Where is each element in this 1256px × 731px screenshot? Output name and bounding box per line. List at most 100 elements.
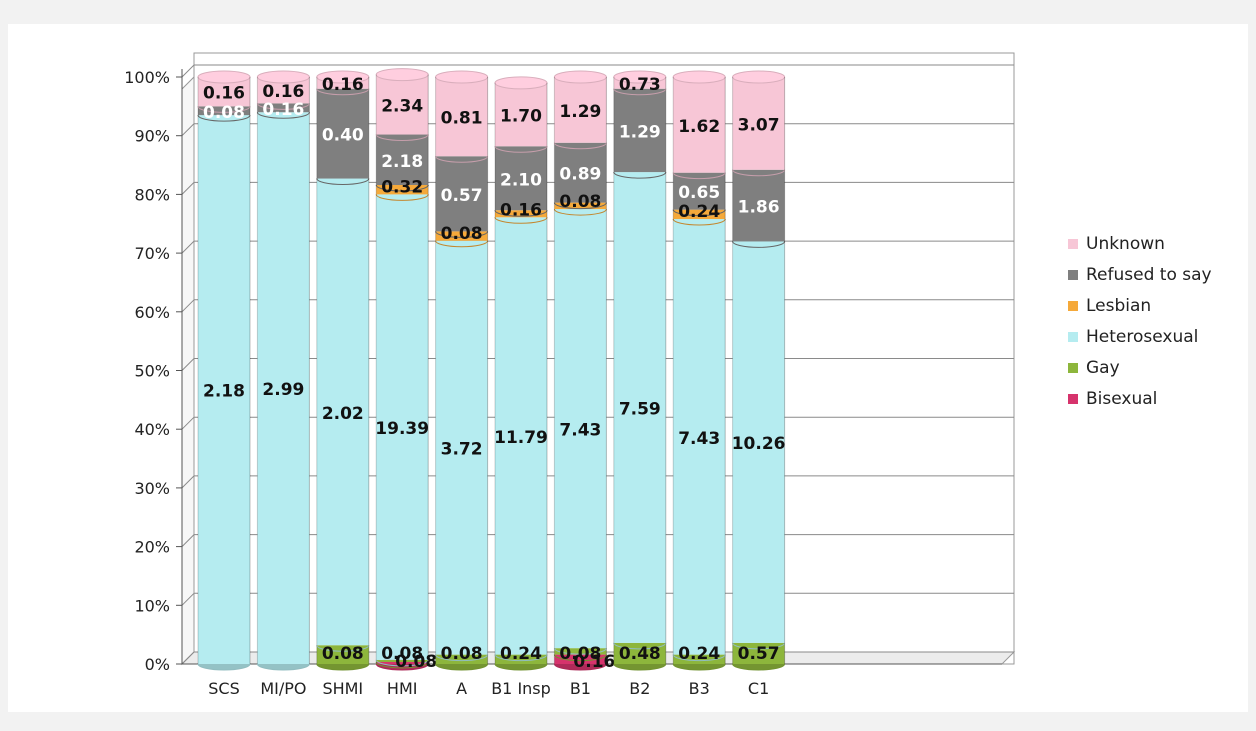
bar-segment-b3-heterosexual bbox=[673, 219, 726, 655]
data-label-c1-refused-to-say: 1.86 bbox=[738, 198, 780, 218]
data-label-shmi-gay: 0.08 bbox=[322, 644, 364, 664]
data-label-scs-refused-to-say: 0.08 bbox=[203, 103, 245, 123]
segment-edge-hmi-refused-to-say bbox=[375, 184, 429, 192]
bar-top-cap-a bbox=[435, 70, 489, 84]
gridline-diagonal bbox=[181, 64, 195, 78]
bar-segment-hmi-lesbian bbox=[376, 185, 429, 195]
legend-swatch bbox=[1068, 331, 1078, 342]
segment-edge-hmi-gay bbox=[375, 661, 429, 669]
segment-edge-shmi-gay bbox=[316, 663, 370, 671]
segment-edge-a-unknown bbox=[435, 156, 489, 163]
data-label-a-gay: 0.08 bbox=[441, 644, 483, 664]
data-label-b3-refused-to-say: 0.65 bbox=[678, 183, 720, 203]
bar-segment-b1-refused-to-say bbox=[554, 142, 607, 203]
y-tick-label: 80% bbox=[134, 185, 170, 204]
data-label-b2-unknown: 0.73 bbox=[619, 75, 661, 95]
bar-segment-shmi-gay bbox=[316, 645, 369, 664]
bar-segment-hmi-gay bbox=[376, 659, 429, 662]
legend-item-unknown: Unknown bbox=[1068, 228, 1212, 259]
bar-segment-hmi-unknown bbox=[376, 74, 429, 135]
data-label-b1-insp-lesbian: 0.16 bbox=[500, 200, 542, 220]
segment-edge-b2-unknown bbox=[613, 88, 667, 96]
data-label-c1-unknown: 3.07 bbox=[738, 115, 780, 135]
segment-edge-a-lesbian bbox=[435, 240, 489, 248]
data-label-scs-unknown: 0.16 bbox=[203, 84, 245, 104]
bar-segment-b1-unknown bbox=[554, 77, 607, 143]
data-label-c1-gay: 0.57 bbox=[738, 644, 780, 664]
y-tick-label: 60% bbox=[134, 303, 170, 322]
gridline-diagonal bbox=[181, 123, 195, 137]
data-label-c1-heterosexual: 10.26 bbox=[732, 434, 786, 454]
segment-edge-b1-insp-refused-to-say bbox=[494, 210, 548, 217]
legend-label: Bisexual bbox=[1086, 388, 1158, 409]
y-tick-label: 0% bbox=[145, 655, 170, 674]
gridline-diagonal bbox=[181, 592, 195, 606]
segment-edge-mi-po-unknown bbox=[256, 103, 310, 110]
y-tick-label: 20% bbox=[134, 538, 170, 557]
bar-segment-hmi-refused-to-say bbox=[376, 134, 429, 186]
bar-segment-b2-refused-to-say bbox=[613, 88, 666, 173]
data-label-mi-po-heterosexual: 2.99 bbox=[262, 380, 304, 400]
data-label-b1-insp-refused-to-say: 2.10 bbox=[500, 170, 542, 190]
legend-label: Lesbian bbox=[1086, 295, 1152, 316]
x-tick-label: B1 Insp bbox=[491, 679, 551, 698]
legend-swatch bbox=[1068, 362, 1078, 373]
legend-item-gay: Gay bbox=[1068, 352, 1212, 383]
bar-segment-b3-unknown bbox=[673, 77, 726, 173]
bar-segment-b1-insp-unknown bbox=[495, 82, 547, 147]
data-label-b2-gay: 0.48 bbox=[619, 644, 661, 664]
data-label-b2-heterosexual: 7.59 bbox=[619, 399, 661, 419]
legend-swatch bbox=[1068, 238, 1078, 249]
x-tick-label: B2 bbox=[629, 679, 650, 698]
bar-segment-b1-insp-heterosexual bbox=[495, 217, 547, 655]
data-label-a-heterosexual: 3.72 bbox=[441, 440, 483, 460]
x-tick-label: A bbox=[456, 679, 467, 698]
data-label-b1-insp-unknown: 1.70 bbox=[500, 107, 542, 127]
legend-label: Unknown bbox=[1086, 233, 1165, 254]
bar-segment-b1-gay bbox=[554, 648, 607, 655]
bar-segment-b3-gay bbox=[673, 654, 726, 664]
x-tick-label: MI/PO bbox=[260, 679, 306, 698]
bar-segment-shmi-refused-to-say bbox=[316, 88, 369, 179]
bar-top-cap-shmi bbox=[316, 70, 370, 84]
x-tick-label: SCS bbox=[208, 679, 239, 698]
bar-segment-c1-unknown bbox=[732, 77, 785, 170]
data-label-hmi-unknown: 2.34 bbox=[381, 97, 423, 117]
data-label-scs-heterosexual: 2.18 bbox=[203, 382, 245, 402]
legend: Unknown Refused to say Lesbian Heterosexual… bbox=[1068, 228, 1212, 414]
bar-segment-b1-insp-gay bbox=[495, 654, 547, 664]
y-tick-label: 40% bbox=[134, 420, 170, 439]
data-label-a-refused-to-say: 0.57 bbox=[441, 186, 483, 206]
data-label-b1-lesbian: 0.08 bbox=[559, 192, 601, 212]
bar-top-cap-c1 bbox=[732, 70, 786, 84]
segment-edge-c1-unknown bbox=[732, 169, 786, 177]
y-tick-label: 100% bbox=[124, 68, 170, 87]
data-label-hmi-bisexual: 0.08 bbox=[395, 652, 437, 672]
data-label-b1-insp-gay: 0.24 bbox=[500, 644, 542, 664]
bar-segment-hmi-bisexual bbox=[376, 661, 429, 664]
bar-segment-scs-heterosexual bbox=[198, 115, 250, 664]
segment-edge-b2-heterosexual bbox=[613, 642, 667, 650]
segment-edge-b3-refused-to-say bbox=[672, 209, 726, 217]
x-tick-label: C1 bbox=[748, 679, 769, 698]
y-tick-label: 50% bbox=[134, 362, 170, 381]
data-label-mi-po-refused-to-say: 0.16 bbox=[262, 100, 304, 120]
gridline-diagonal bbox=[181, 299, 195, 313]
bar-segment-scs-refused-to-say bbox=[198, 106, 250, 116]
gridline-diagonal bbox=[181, 240, 195, 254]
segment-edge-b2-refused-to-say bbox=[613, 171, 667, 179]
data-label-shmi-heterosexual: 2.02 bbox=[322, 404, 364, 424]
segment-edge-c1-gay bbox=[732, 663, 786, 671]
segment-edge-b3-unknown bbox=[672, 172, 726, 180]
data-label-b3-heterosexual: 7.43 bbox=[678, 429, 720, 449]
segment-edge-a-heterosexual bbox=[435, 654, 489, 662]
segment-edge-b3-heterosexual bbox=[672, 654, 726, 662]
legend-item-bisexual: Bisexual bbox=[1068, 383, 1212, 414]
data-label-a-lesbian: 0.08 bbox=[441, 224, 483, 244]
legend-item-heterosexual: Heterosexual bbox=[1068, 321, 1212, 352]
legend-item-lesbian: Lesbian bbox=[1068, 290, 1212, 321]
segment-edge-b1-insp-unknown bbox=[494, 146, 548, 153]
x-tick-label: HMI bbox=[387, 679, 418, 698]
